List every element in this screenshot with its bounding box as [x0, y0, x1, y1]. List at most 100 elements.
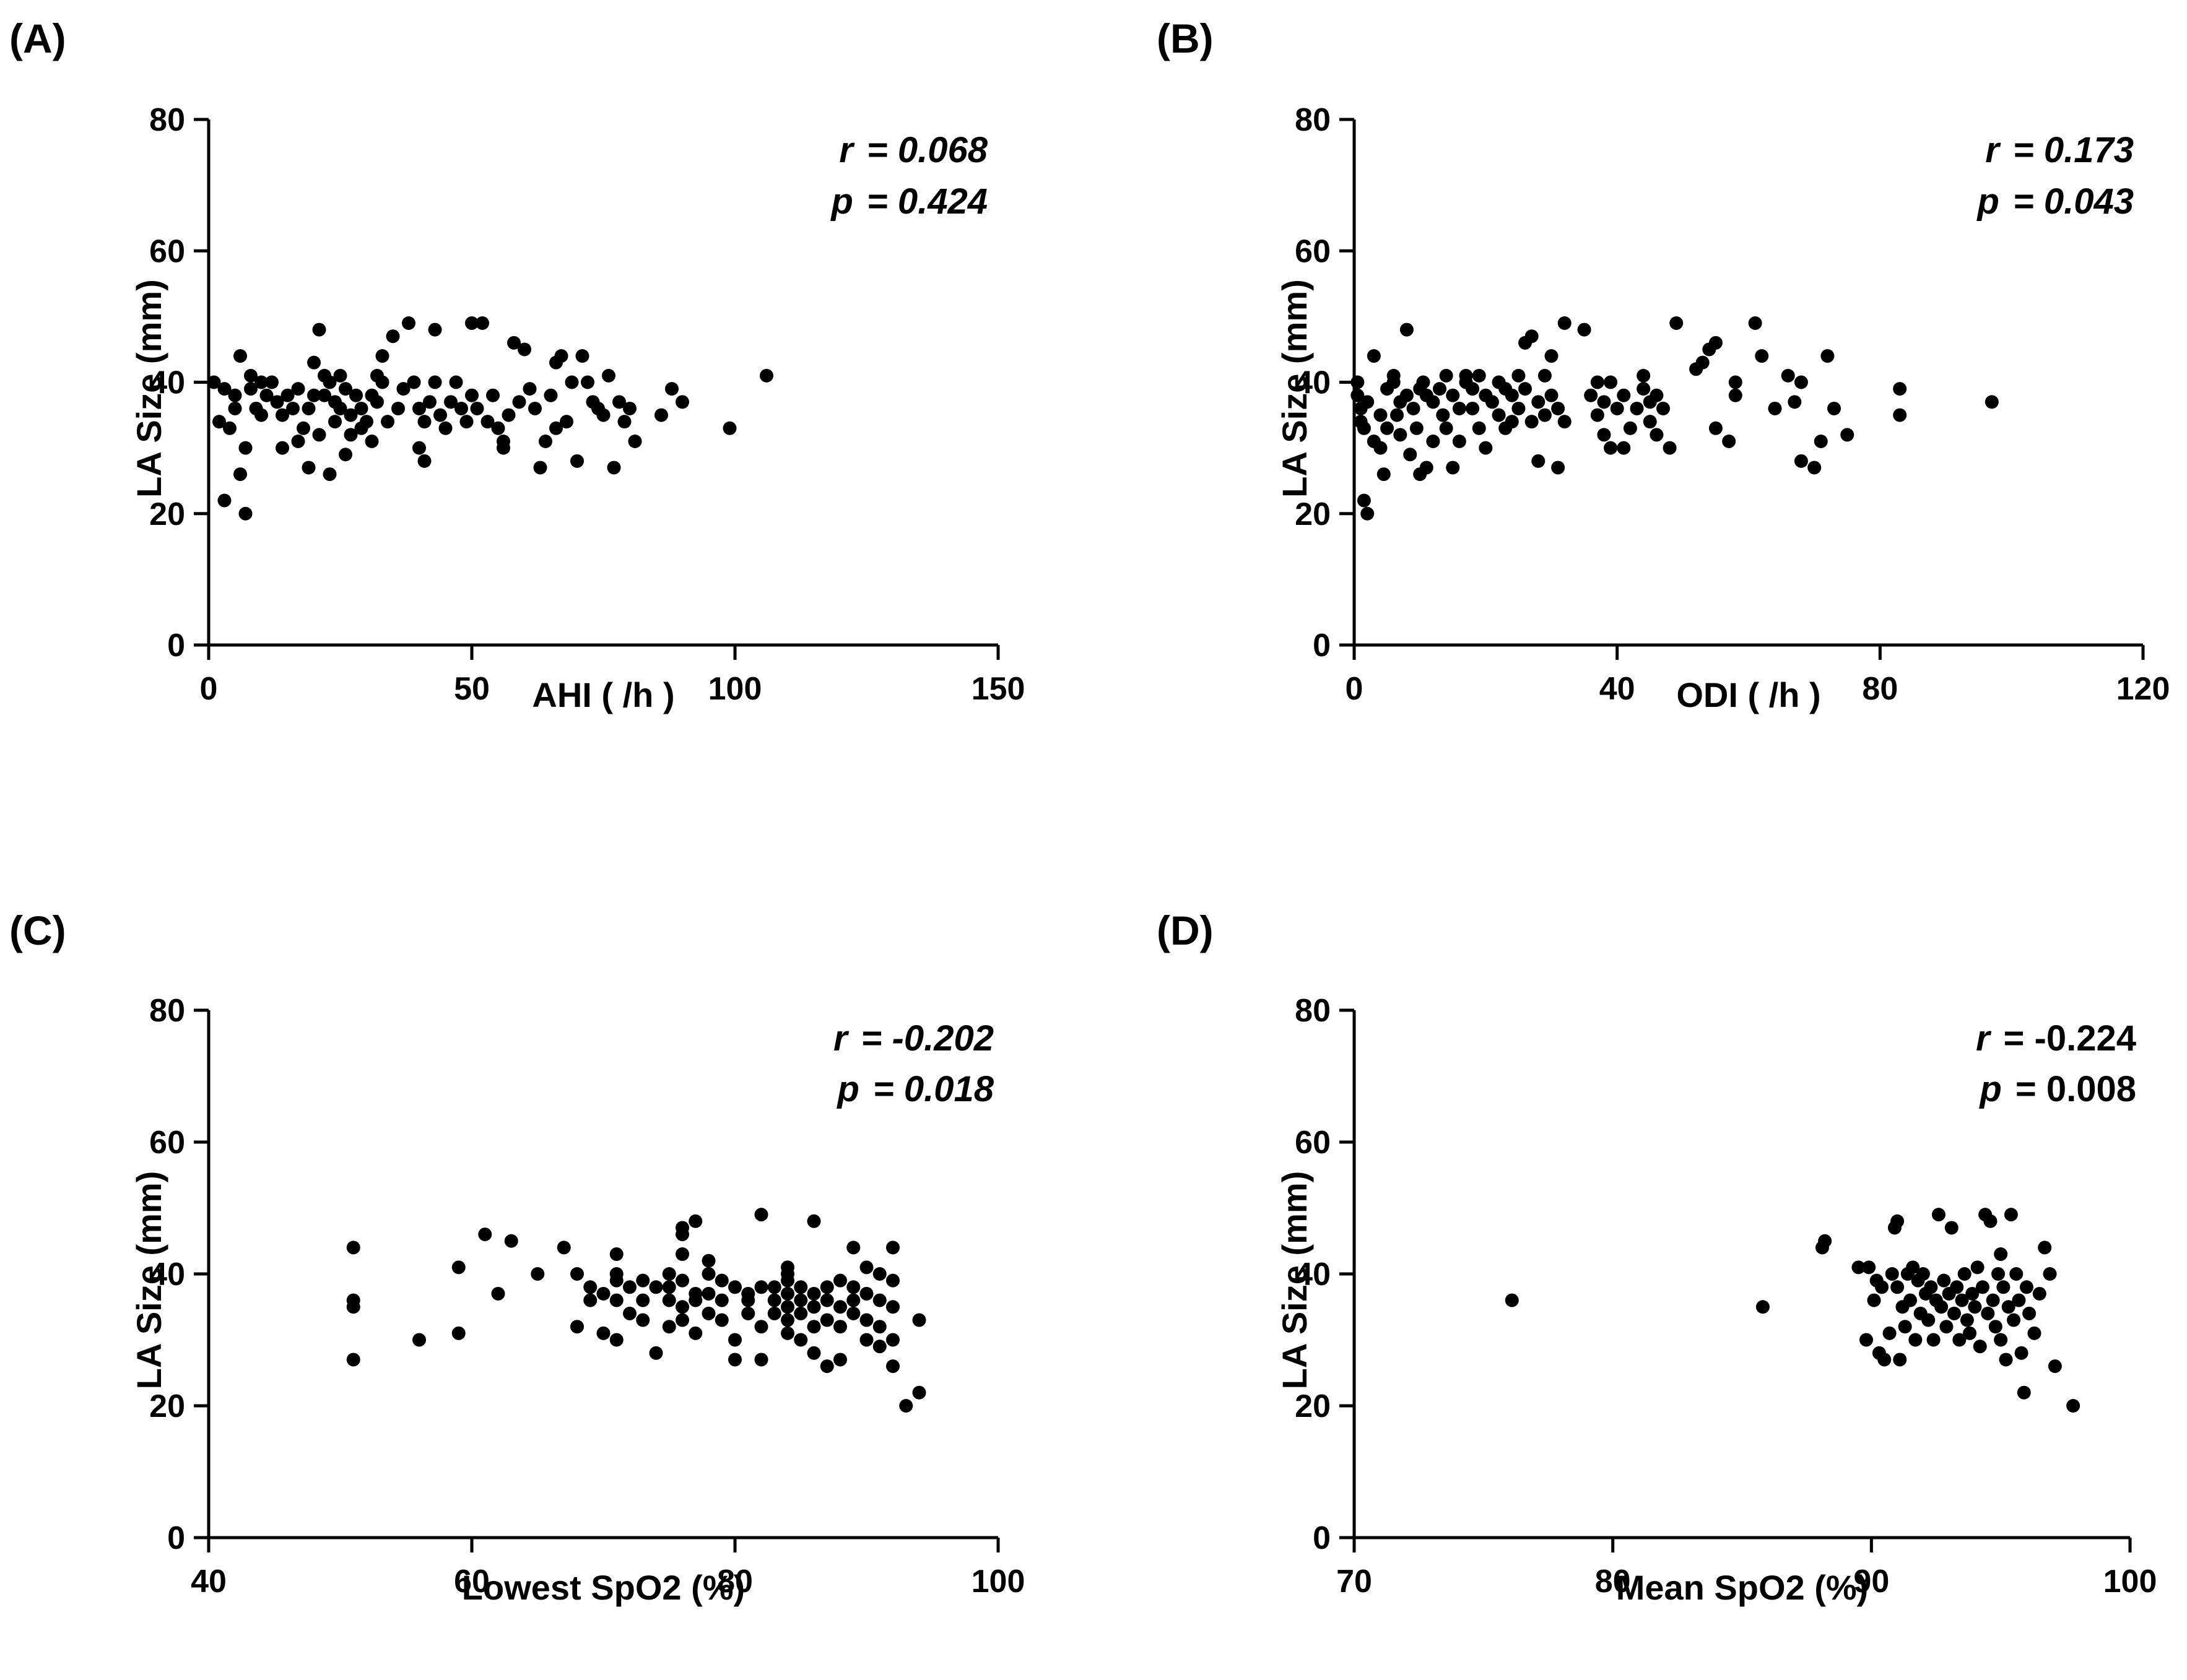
data-point	[259, 388, 274, 402]
data-point	[728, 1280, 742, 1294]
data-point	[859, 1260, 874, 1275]
data-point	[1862, 1260, 1876, 1275]
data-point	[2066, 1399, 2080, 1413]
data-point	[794, 1280, 808, 1294]
panel-c: (C) 0 20 40 60 80 40 60 80 100 Lowest SpO2 (%) L…	[9, 907, 1025, 1607]
data-point	[754, 1208, 768, 1222]
data-point	[2004, 1208, 2018, 1222]
data-point	[1882, 1326, 1897, 1340]
data-point	[654, 408, 668, 422]
data-point	[1695, 355, 1710, 370]
data-point	[339, 448, 352, 462]
p-value: = 0.043	[2013, 181, 2134, 222]
data-point	[480, 415, 495, 429]
data-point	[676, 1228, 689, 1242]
data-point	[544, 388, 558, 402]
data-point	[1623, 421, 1637, 435]
data-point	[609, 1273, 624, 1288]
data-point	[1357, 493, 1371, 508]
data-point	[470, 401, 484, 415]
data-point	[1524, 415, 1539, 429]
data-point	[1926, 1333, 1941, 1347]
x-axis-title: Mean SpO2 (%)	[1616, 1568, 1869, 1607]
data-point	[1755, 1300, 1770, 1314]
data-point	[1373, 408, 1388, 422]
data-point	[1814, 435, 1828, 449]
data-point	[423, 395, 437, 409]
data-point	[1921, 1313, 1936, 1327]
data-point	[1973, 1340, 1987, 1354]
data-point	[2032, 1286, 2046, 1301]
panel-label: (B)	[1157, 15, 1214, 61]
data-point	[833, 1320, 847, 1334]
data-point	[1426, 395, 1440, 409]
data-point	[794, 1306, 808, 1320]
data-point	[781, 1273, 794, 1288]
data-point	[1875, 1280, 1889, 1294]
data-point	[1906, 1260, 1920, 1275]
data-point	[1807, 461, 1822, 475]
r-symbol: r	[1985, 130, 2001, 170]
data-point	[1934, 1300, 1949, 1314]
data-point	[323, 375, 337, 389]
data-point	[1386, 368, 1401, 383]
data-point	[323, 467, 337, 482]
data-point	[723, 421, 737, 435]
data-point	[794, 1293, 808, 1307]
x-tick-label: 150	[972, 671, 1025, 707]
data-point	[349, 388, 363, 402]
data-point	[333, 401, 347, 415]
data-point	[1433, 382, 1447, 396]
data-point	[596, 1326, 611, 1340]
data-point	[1537, 368, 1552, 383]
data-point	[1505, 1293, 1519, 1307]
x-tick-label: 70	[1336, 1564, 1372, 1600]
data-point	[375, 349, 389, 363]
data-point	[676, 1313, 689, 1327]
data-point	[1439, 368, 1453, 383]
data-point	[486, 388, 500, 402]
data-point	[628, 435, 642, 449]
data-point	[412, 441, 426, 455]
data-point	[402, 316, 415, 330]
r-symbol: r	[833, 1018, 850, 1059]
data-point	[328, 415, 342, 429]
data-point	[649, 1346, 663, 1360]
data-point	[1827, 401, 1841, 415]
data-point	[1728, 388, 1742, 402]
data-point	[333, 368, 347, 383]
data-point	[1505, 388, 1519, 402]
data-point	[1991, 1267, 2005, 1281]
data-point	[1996, 1280, 2011, 1294]
y-tick-label: 40	[149, 1257, 185, 1292]
correlation-r: r = -0.202	[833, 1018, 994, 1059]
x-tick-label: 120	[2116, 671, 2170, 707]
data-point	[465, 316, 479, 330]
data-point	[872, 1320, 887, 1334]
data-point	[438, 421, 453, 435]
data-point	[2014, 1346, 2028, 1360]
r-value: = -0.202	[861, 1018, 994, 1059]
data-point	[886, 1359, 900, 1374]
data-point	[676, 395, 689, 409]
data-point	[2012, 1293, 2026, 1307]
y-tick-label: 20	[149, 1388, 185, 1424]
data-point	[1994, 1247, 2008, 1262]
data-point	[1781, 368, 1795, 383]
data-point	[207, 375, 221, 389]
data-point	[381, 415, 394, 429]
data-point	[859, 1313, 874, 1327]
data-point	[767, 1306, 781, 1320]
data-point	[1768, 401, 1782, 415]
data-point	[1597, 428, 1611, 442]
data-point	[728, 1353, 742, 1367]
data-point	[607, 461, 621, 475]
data-point	[1399, 388, 1414, 402]
data-point	[417, 415, 432, 429]
data-point	[872, 1267, 887, 1281]
data-point	[859, 1286, 874, 1301]
data-point	[433, 408, 447, 422]
data-point	[1885, 1267, 1899, 1281]
x-tick-label: 40	[1599, 671, 1635, 707]
data-point	[1590, 408, 1604, 422]
